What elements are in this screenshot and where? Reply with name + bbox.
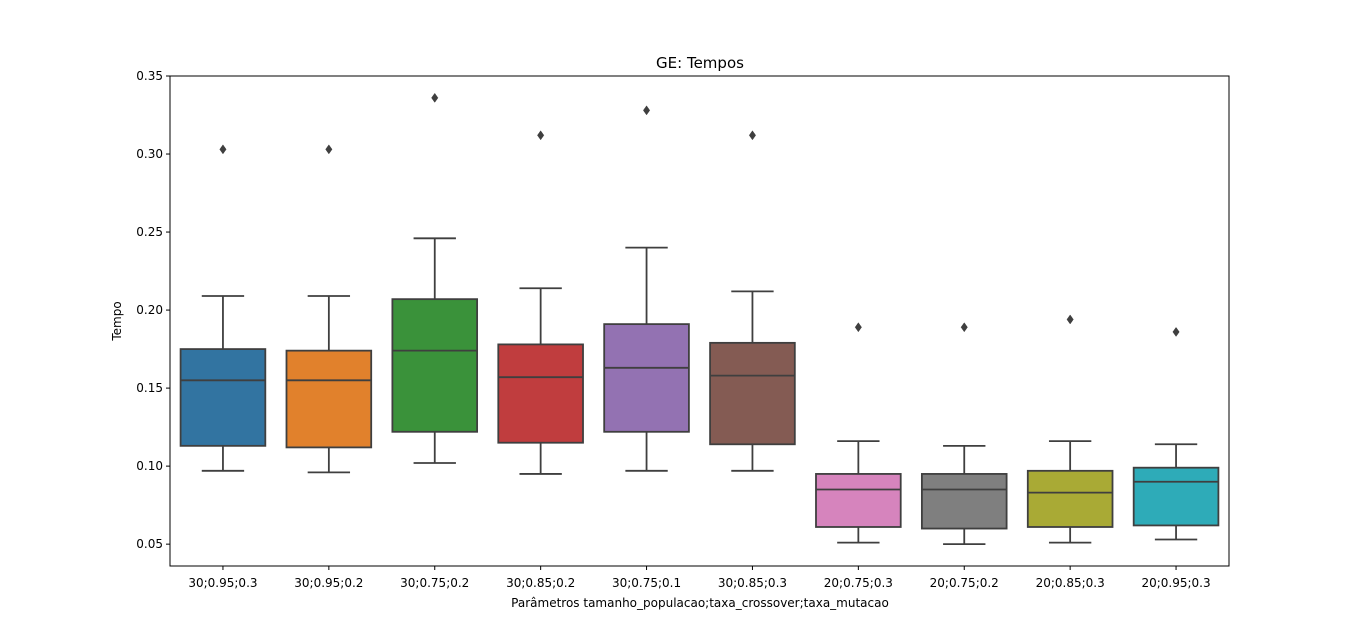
x-tick-label: 30;0.85;0.2	[506, 576, 575, 590]
iqr-box	[285, 349, 373, 449]
y-tick-label: 0.25	[136, 225, 163, 239]
iqr-box	[1132, 466, 1220, 527]
iqr-box	[497, 343, 584, 444]
y-tick-label: 0.05	[136, 537, 163, 551]
outlier-point	[643, 105, 651, 116]
x-axis-label: Parâmetros tamanho_populacao;taxa_crosso…	[511, 596, 889, 610]
box-3	[391, 92, 479, 464]
y-axis-label: Tempo	[110, 301, 124, 341]
box-2	[285, 144, 373, 474]
x-tick-label: 30;0.75;0.1	[612, 576, 681, 590]
x-tick-label: 20;0.85;0.3	[1036, 576, 1105, 590]
iqr-box	[391, 298, 479, 433]
iqr-box	[1026, 469, 1114, 528]
y-tick-label: 0.35	[136, 69, 163, 83]
iqr-box	[179, 348, 267, 447]
box-10	[1132, 326, 1220, 541]
outlier-point	[1172, 326, 1180, 337]
outlier-point	[748, 130, 756, 141]
x-tick-label: 20;0.75;0.3	[824, 576, 893, 590]
y-tick-label: 0.15	[136, 381, 163, 395]
iqr-box	[709, 341, 796, 446]
chart-title: GE: Tempos	[656, 54, 744, 72]
x-tick-label: 30;0.95;0.2	[294, 576, 363, 590]
x-tick-label: 30;0.75;0.2	[400, 576, 469, 590]
box-6	[709, 130, 796, 472]
outlier-point	[537, 130, 545, 141]
box-9	[1026, 314, 1114, 544]
iqr-box	[920, 473, 1008, 530]
x-tick-label: 20;0.95;0.3	[1141, 576, 1210, 590]
x-tick-label: 20;0.75;0.2	[930, 576, 999, 590]
iqr-box	[603, 323, 690, 433]
y-tick-label: 0.10	[136, 459, 163, 473]
y-axis: 0.05 0.10 0.15 0.20 0.25 0.30 0.35	[136, 69, 170, 551]
y-tick-label: 0.30	[136, 147, 163, 161]
box-1	[179, 144, 267, 472]
outlier-point	[960, 322, 968, 333]
outlier-point	[1066, 314, 1074, 325]
outlier-point	[325, 144, 333, 155]
box-7	[815, 322, 902, 544]
iqr-box	[815, 473, 902, 528]
x-axis: 30;0.95;0.3 30;0.95;0.2 30;0.75;0.2 30;0.85…	[188, 566, 1211, 590]
plot-frame	[169, 75, 1230, 567]
x-tick-label: 30;0.85;0.3	[718, 576, 787, 590]
y-tick-label: 0.20	[136, 303, 163, 317]
outlier-point	[854, 322, 862, 333]
outlier-point	[431, 92, 439, 103]
box-5	[603, 105, 690, 472]
outlier-point	[219, 144, 227, 155]
x-tick-label: 30;0.95;0.3	[188, 576, 257, 590]
box-8	[920, 322, 1008, 546]
plot-area	[179, 92, 1220, 546]
box-4	[497, 130, 584, 475]
